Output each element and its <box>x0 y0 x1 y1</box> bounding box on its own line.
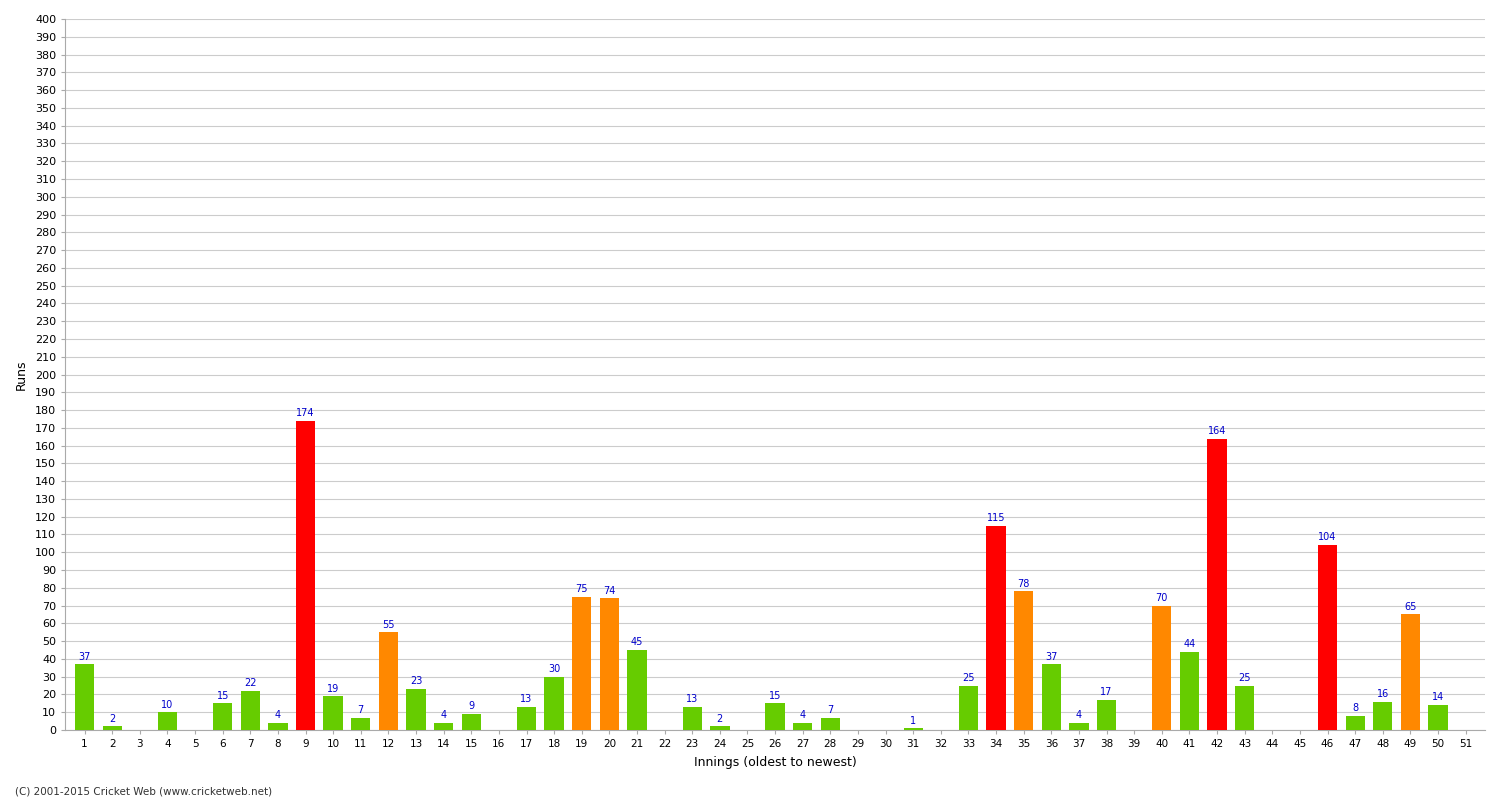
Text: 44: 44 <box>1184 639 1196 649</box>
Bar <box>765 703 784 730</box>
Text: 70: 70 <box>1155 593 1168 603</box>
Bar <box>1208 438 1227 730</box>
Text: 22: 22 <box>244 678 256 688</box>
Text: 55: 55 <box>382 619 394 630</box>
Text: 1: 1 <box>910 715 916 726</box>
Text: 115: 115 <box>987 513 1005 523</box>
Bar <box>406 689 426 730</box>
Bar <box>600 598 619 730</box>
Text: (C) 2001-2015 Cricket Web (www.cricketweb.net): (C) 2001-2015 Cricket Web (www.cricketwe… <box>15 786 272 796</box>
Bar <box>378 632 398 730</box>
Bar <box>1346 716 1365 730</box>
Bar <box>158 712 177 730</box>
Text: 174: 174 <box>297 408 315 418</box>
Bar <box>324 696 344 730</box>
Text: 2: 2 <box>717 714 723 724</box>
Bar <box>1041 664 1060 730</box>
Bar <box>1180 652 1198 730</box>
Bar <box>75 664 94 730</box>
Bar <box>518 707 536 730</box>
Bar <box>572 597 591 730</box>
Text: 7: 7 <box>357 705 364 715</box>
X-axis label: Innings (oldest to newest): Innings (oldest to newest) <box>693 756 856 769</box>
Text: 78: 78 <box>1017 578 1031 589</box>
Bar <box>1070 723 1089 730</box>
Text: 13: 13 <box>686 694 699 704</box>
Bar <box>987 526 1006 730</box>
Bar <box>1014 591 1034 730</box>
Bar <box>627 650 646 730</box>
Text: 4: 4 <box>274 710 280 720</box>
Text: 4: 4 <box>441 710 447 720</box>
Text: 45: 45 <box>632 638 644 647</box>
Text: 75: 75 <box>576 584 588 594</box>
Text: 25: 25 <box>1239 673 1251 683</box>
Text: 8: 8 <box>1352 703 1358 713</box>
Bar <box>1318 545 1336 730</box>
Text: 16: 16 <box>1377 689 1389 699</box>
Text: 104: 104 <box>1318 533 1336 542</box>
Text: 65: 65 <box>1404 602 1416 612</box>
Text: 19: 19 <box>327 683 339 694</box>
Bar <box>1096 700 1116 730</box>
Text: 14: 14 <box>1432 693 1444 702</box>
Bar <box>544 677 564 730</box>
Bar <box>1234 686 1254 730</box>
Bar <box>1428 705 1448 730</box>
Bar <box>710 726 729 730</box>
Text: 164: 164 <box>1208 426 1227 436</box>
Text: 4: 4 <box>1076 710 1082 720</box>
Text: 15: 15 <box>216 690 229 701</box>
Bar <box>268 723 288 730</box>
Bar <box>821 718 840 730</box>
Text: 4: 4 <box>800 710 806 720</box>
Bar <box>903 728 922 730</box>
Text: 10: 10 <box>162 699 174 710</box>
Text: 7: 7 <box>827 705 834 715</box>
Text: 30: 30 <box>548 664 561 674</box>
Text: 13: 13 <box>520 694 532 704</box>
Bar <box>296 421 315 730</box>
Text: 74: 74 <box>603 586 615 596</box>
Text: 37: 37 <box>78 651 90 662</box>
Bar <box>213 703 232 730</box>
Text: 9: 9 <box>468 702 474 711</box>
Bar <box>1152 606 1172 730</box>
Bar <box>351 718 370 730</box>
Bar <box>1401 614 1420 730</box>
Text: 25: 25 <box>962 673 975 683</box>
Text: 23: 23 <box>410 677 422 686</box>
Bar <box>1372 702 1392 730</box>
Bar <box>433 723 453 730</box>
Text: 2: 2 <box>110 714 116 724</box>
Bar <box>958 686 978 730</box>
Bar <box>462 714 482 730</box>
Bar <box>682 707 702 730</box>
Text: 37: 37 <box>1046 651 1058 662</box>
Text: 15: 15 <box>770 690 782 701</box>
Bar <box>102 726 122 730</box>
Bar <box>240 691 260 730</box>
Bar <box>794 723 813 730</box>
Text: 17: 17 <box>1101 687 1113 697</box>
Y-axis label: Runs: Runs <box>15 359 28 390</box>
